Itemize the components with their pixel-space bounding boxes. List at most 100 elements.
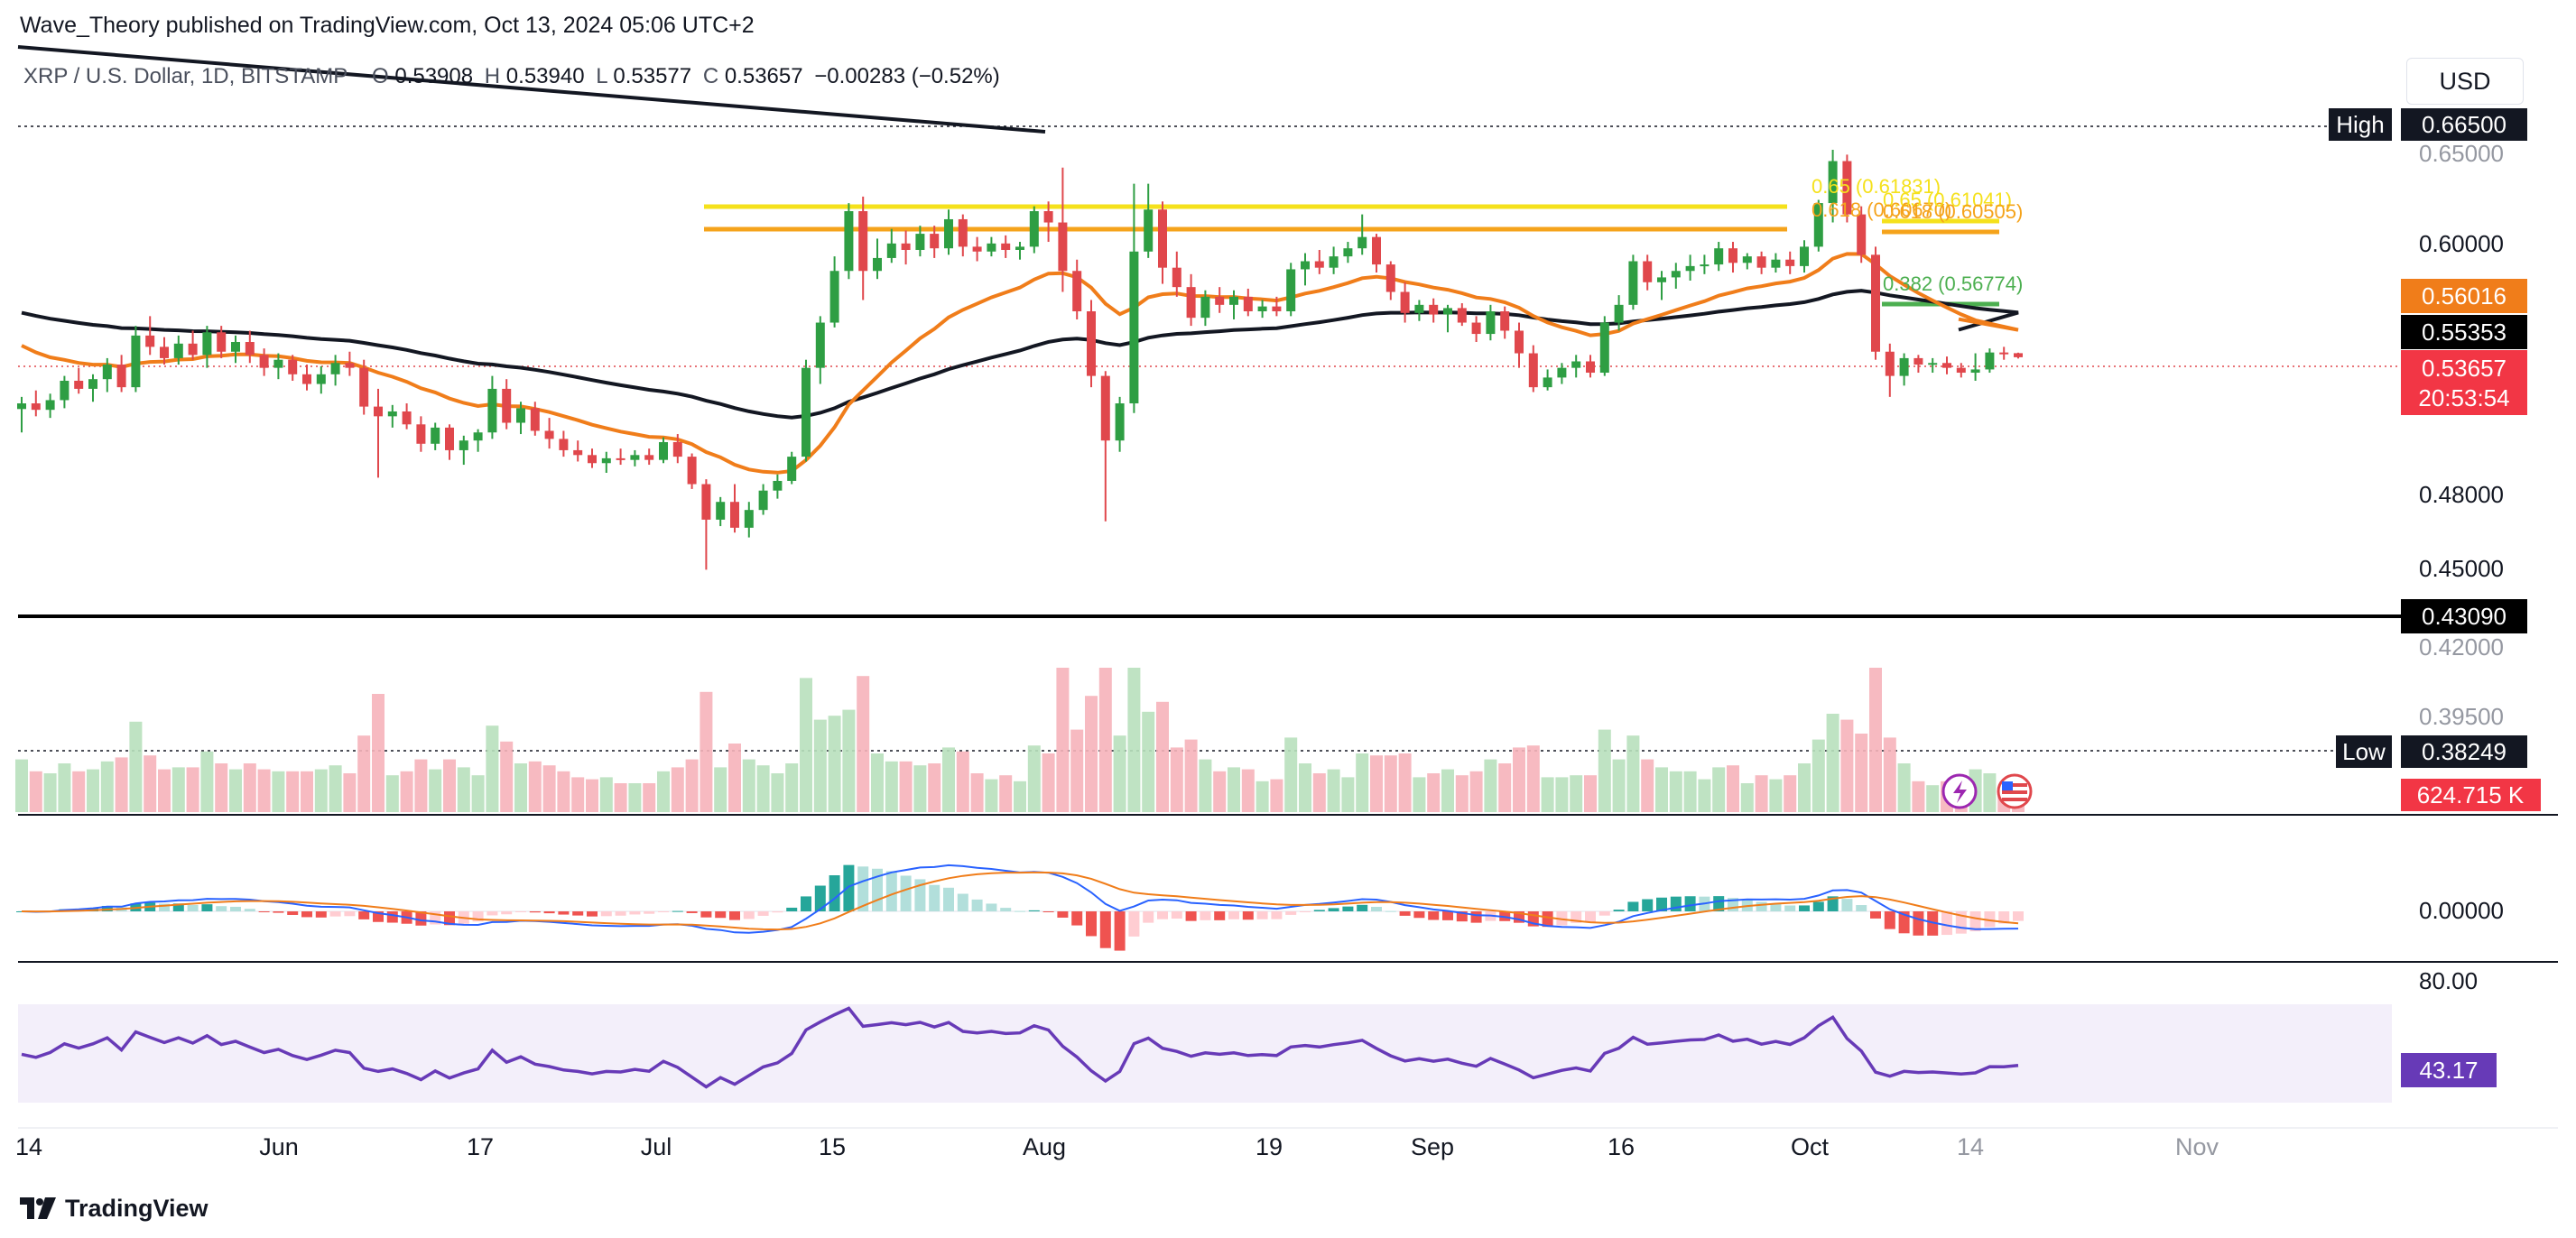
volume-bar bbox=[58, 763, 71, 812]
macd-histogram-bar bbox=[600, 911, 612, 917]
candle-body bbox=[644, 455, 654, 460]
volume-bar bbox=[1812, 739, 1825, 812]
volume-bar bbox=[899, 761, 913, 812]
candle-body bbox=[573, 449, 583, 456]
macd-histogram-bar bbox=[1870, 911, 1881, 919]
legend-change: −0.00283 (−0.52%) bbox=[814, 64, 1000, 88]
macd-histogram-bar bbox=[344, 911, 356, 917]
macd-histogram-bar bbox=[486, 911, 498, 916]
support-badge bbox=[2401, 599, 2527, 633]
tradingview-logo[interactable]: TradingView bbox=[20, 1193, 208, 1224]
macd-histogram-bar bbox=[658, 911, 669, 912]
macd-histogram-bar bbox=[1756, 901, 1767, 911]
volume-bar bbox=[1683, 771, 1697, 812]
macd-histogram-bar bbox=[715, 911, 727, 919]
candle-body bbox=[1443, 308, 1452, 315]
volume-bar bbox=[243, 763, 256, 812]
candle-body bbox=[1414, 304, 1424, 313]
volume-bar bbox=[1897, 763, 1911, 812]
volume-bar bbox=[1184, 739, 1198, 812]
macd-histogram-bar bbox=[700, 911, 712, 918]
volume-bar bbox=[1498, 763, 1512, 812]
candle-body bbox=[1186, 287, 1196, 319]
volume-bar bbox=[1698, 779, 1711, 812]
macd-histogram-bar bbox=[1200, 911, 1211, 920]
volume-bar bbox=[1541, 777, 1554, 812]
time-tick: Oct bbox=[1791, 1133, 1830, 1160]
volume-bar bbox=[301, 771, 313, 812]
candle-body bbox=[1871, 254, 1880, 352]
macd-histogram-bar bbox=[1143, 911, 1154, 923]
volume-bar bbox=[528, 761, 542, 812]
candle-body bbox=[1714, 248, 1724, 265]
macd-histogram-bar bbox=[187, 904, 199, 911]
time-tick: 16 bbox=[1608, 1133, 1635, 1160]
macd-histogram-bar bbox=[943, 887, 954, 911]
volume-bar bbox=[800, 678, 812, 812]
macd-histogram-bar bbox=[1028, 910, 1040, 911]
candle-body bbox=[1272, 306, 1282, 311]
macd-histogram-bar bbox=[1941, 911, 1952, 936]
volume-bar bbox=[229, 769, 242, 812]
time-axis[interactable]: 14 Jun 17 Jul 15 Aug 19 Sep 16 Oct 14 No… bbox=[15, 1133, 2219, 1160]
volume-bar bbox=[728, 744, 741, 812]
candle-body bbox=[1314, 261, 1324, 268]
volume-bar bbox=[486, 725, 499, 812]
volume-bar bbox=[1983, 773, 1997, 812]
candle-body bbox=[616, 457, 625, 460]
candle-body bbox=[1087, 311, 1096, 376]
volume-bar bbox=[171, 767, 185, 812]
volume-bar bbox=[1840, 719, 1854, 812]
candle-body bbox=[1357, 236, 1367, 249]
volume-bar bbox=[1327, 769, 1340, 812]
candle-body bbox=[1728, 248, 1737, 263]
macd-histogram-bar bbox=[1057, 911, 1069, 918]
currency-button[interactable]: USD bbox=[2406, 58, 2524, 105]
macd-histogram-bar bbox=[1015, 910, 1025, 912]
macd-histogram-bar bbox=[772, 911, 783, 913]
volume-bar bbox=[1113, 735, 1126, 812]
volume-bar bbox=[928, 763, 941, 812]
candle-body bbox=[74, 380, 84, 389]
low-value: 0.38249 bbox=[2422, 738, 2507, 765]
macd-histogram-bar bbox=[515, 911, 526, 912]
price-scale[interactable]: 0.65000 0.60000 0.48000 0.45000 0.42000 … bbox=[2419, 140, 2504, 730]
candle-body bbox=[1215, 296, 1225, 305]
candle-body bbox=[173, 343, 183, 358]
volume-bar bbox=[1042, 753, 1055, 812]
volume-bar bbox=[1356, 753, 1369, 812]
volume-bar bbox=[985, 779, 998, 812]
volume-bar bbox=[329, 765, 342, 812]
macd-histogram-bar bbox=[644, 911, 655, 914]
volume-bar bbox=[372, 694, 385, 812]
macd-histogram-bar bbox=[1856, 905, 1867, 911]
candle-body bbox=[88, 379, 97, 389]
macd-histogram-bar bbox=[986, 903, 997, 911]
candle-body bbox=[1029, 211, 1039, 247]
macd-histogram-bar bbox=[1642, 899, 1654, 911]
volume-bar bbox=[144, 755, 157, 812]
fib-label: 0.65 (0.61831) bbox=[1812, 175, 1941, 198]
macd-histogram-bar bbox=[743, 911, 755, 919]
high-value-badge bbox=[2401, 108, 2527, 141]
volume-bar bbox=[542, 765, 556, 812]
moving-averages bbox=[21, 252, 2019, 475]
fib-label: 0.65 (0.61041) bbox=[1883, 189, 2012, 211]
candle-body bbox=[1785, 259, 1795, 266]
legend-symbol: XRP / U.S. Dollar, 1D, BITSTAMP bbox=[23, 64, 347, 88]
candle-body bbox=[1571, 361, 1581, 368]
rsi-line bbox=[21, 1006, 2019, 1089]
candle-body bbox=[487, 388, 497, 433]
macd-histogram-bar bbox=[172, 903, 184, 911]
candle-body bbox=[116, 365, 126, 388]
candle-body bbox=[1885, 351, 1895, 376]
macd-histogram-bar bbox=[1598, 911, 1610, 916]
candle-body bbox=[1385, 264, 1395, 292]
volume-bar bbox=[1755, 775, 1768, 812]
macd-histogram-bar bbox=[543, 911, 555, 914]
macd-histogram-bar bbox=[1242, 911, 1254, 920]
macd-histogram-bar bbox=[1913, 911, 1924, 936]
candle-body bbox=[1172, 267, 1181, 288]
candles[interactable] bbox=[17, 150, 2023, 570]
